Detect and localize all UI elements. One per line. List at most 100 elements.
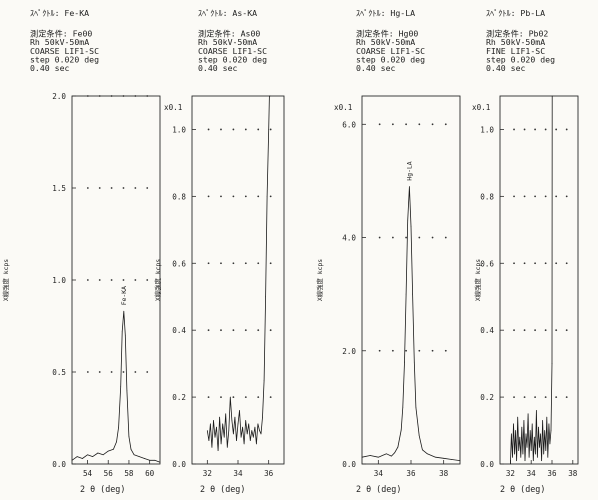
panel-1-data-point [144,458,145,459]
panel-4-grid-dot [544,195,547,198]
panel-1-data-point [82,458,83,459]
panel-3-data-point [394,452,396,454]
panel-4-grid-dot [513,329,515,332]
panel-1-data-point [126,390,128,391]
panel-3-y-tick-label-2: 4.0 [342,234,356,243]
panel-2-data-point [242,426,243,428]
panel-1-header-line-1: ｽﾍﾟｸﾄﾙ: Fe-KA [30,8,89,18]
panel-2-data-point [216,426,217,428]
panel-2-y-tick-label-4: 0.8 [172,192,186,201]
panel-3-data-point [422,449,423,451]
panel-2-grid-dot [244,329,247,332]
panel-2-multiplier-label: x0.1 [164,103,183,112]
panel-4-y-tick-label-1: 0.2 [480,393,494,402]
panel-1-y-axis-label: X線強度 kcps [1,259,10,301]
panel-1-grid-dot [146,95,149,97]
panel-3-grid-dot [405,349,407,352]
panel-2-data-point [252,436,254,438]
panel-2-grid-dot [207,195,210,198]
panel-3-data-point [369,455,371,456]
panel-4-multiplier-label: x0.1 [472,103,491,112]
panel-3-grid-dot [378,349,381,352]
panel-3-y-tick-label-0: 0.0 [342,460,356,469]
panel-4-data-point [523,420,525,421]
panel-1-grid-dot [134,279,137,281]
panel-4-data-point [519,436,521,438]
panel-3-data-point [459,460,461,461]
panel-3-data-point [400,429,402,431]
panel-4-grid-dot [555,396,558,398]
panel-2-data-point [233,433,234,435]
panel-4-header-line-3: Rh 50kV-50mA [486,37,545,47]
panel-4-y-tick-label-4: 0.8 [480,192,494,201]
panel-4-y-axis-label: X線強度 kcps [473,259,482,301]
panel-2-plot-frame [191,95,285,465]
panel-2-data-point [219,416,220,418]
panel-1-data-point [92,456,94,457]
panel-2-data-point [220,443,222,445]
panel-3-data-point [410,225,412,227]
panel-4-grid-dot [523,262,526,265]
panel-2-data-point [234,416,236,418]
panel-3-x-axis-label: 2 θ (deg) [356,484,401,494]
panel-3-data-point [413,361,415,363]
panel-2-y-axis-label: X線強度 kcps [153,259,162,301]
panel-4-header-line-5: step 0.020 deg [486,54,555,64]
panel-4-data-point [551,95,553,97]
panel-4-data-point [511,433,512,435]
panel-4-data-point [528,456,530,458]
panel-2-data-point [260,433,262,435]
panel-2-grid-dot [220,128,222,131]
panel-3-data-point [407,220,409,221]
panel-4-data-point [535,453,536,455]
panel-4-spectrum-line [510,95,553,465]
panel-2-grid-dot [220,396,222,398]
panel-2-data-point [222,423,224,425]
panel-3-x-tick-label-2: 38 [439,469,449,478]
panel-1-grid-dot [98,371,101,373]
panel-2-header-line-1: ｽﾍﾟｸﾄﾙ: As-KA [198,8,257,18]
panel-2-data-point [211,446,213,448]
panel-4-header-line-2: 測定条件: Pb02 [486,29,548,39]
panel-2-data-point [246,433,248,435]
panel-2-grid-dot [220,262,222,265]
panel-4-x-axis-label: 2 θ (deg) [500,484,545,494]
panel-2-grid-dot [220,195,222,198]
panel-4-data-point [550,430,552,431]
panel-4-data-point [539,446,540,448]
panel-2-grid-dot [207,396,210,398]
panel-1-data-point [76,456,78,457]
panel-1-data-point [154,459,156,461]
panel-3-grid-dot [418,236,421,239]
panel-4-data-point [516,460,517,462]
panel-2-x-tick-label-1: 34 [233,469,243,478]
panel-2-data-point [217,450,219,451]
panel-2-data-point [269,95,270,97]
panel-2-data-point [249,440,251,441]
panel-2-spectrum-line [206,95,271,452]
panel-4-data-point [517,416,519,418]
panel-2-data-point [254,426,256,428]
panel-1-grid-dot [122,95,125,97]
panel-4-data-point [549,443,551,445]
panel-4-grid-dot [534,396,536,398]
panel-4-header-line-6: 0.40 sec [486,63,526,73]
panel-3-data-point [418,435,420,437]
panel-2-y-tick-label-0: 0.0 [172,460,186,469]
panel-2-data-point [256,443,257,445]
panel-2-header-line-5: step 0.020 deg [198,54,267,64]
panel-1-x-axis-label: 2 θ (deg) [80,484,125,494]
panel-2-data-point [210,423,211,425]
panel-4-data-point [514,453,515,455]
panel-2-data-point [262,416,263,418]
panel-1-data-point [102,454,104,456]
panel-1-header-line-2: 測定条件: Fe00 [30,29,92,39]
panel-1-header-line-6: 0.40 sec [30,63,70,73]
panel-3-grid-dot [391,236,394,239]
panel-3-grid-dot [391,349,394,352]
panel-3-data-point [386,453,387,455]
panel-2-data-point [251,430,253,431]
panel-3-data-point [397,446,399,448]
panel-4-grid-dot [523,396,526,398]
